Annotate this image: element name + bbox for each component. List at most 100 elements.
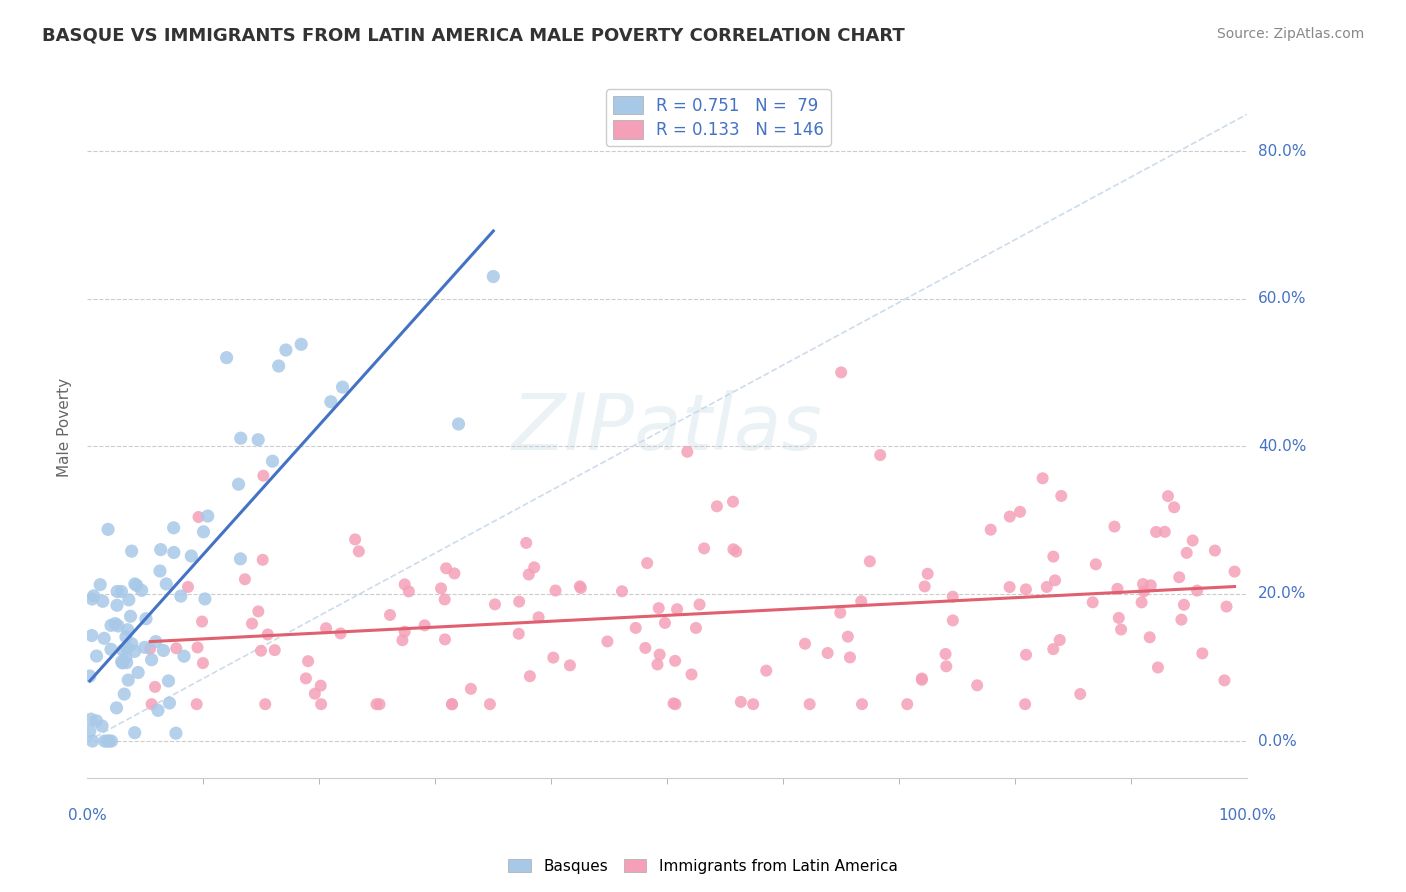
- Point: [1223, 565, 1246, 579]
- Point: [1133, 584, 1156, 599]
- Point: [267, 359, 290, 373]
- Point: [1163, 500, 1185, 515]
- Point: [664, 654, 686, 668]
- Point: [254, 697, 277, 711]
- Point: [558, 658, 581, 673]
- Point: [86, 648, 108, 663]
- Point: [869, 448, 891, 462]
- Point: [723, 542, 745, 557]
- Point: [911, 673, 934, 687]
- Point: [1147, 660, 1170, 674]
- Point: [706, 500, 728, 514]
- Point: [447, 417, 470, 431]
- Point: [152, 643, 174, 657]
- Point: [143, 680, 166, 694]
- Point: [193, 524, 215, 539]
- Point: [107, 619, 129, 633]
- Point: [998, 509, 1021, 524]
- Point: [89, 577, 111, 591]
- Y-axis label: Male Poverty: Male Poverty: [58, 378, 72, 477]
- Point: [636, 556, 658, 570]
- Point: [1015, 648, 1038, 662]
- Point: [159, 696, 181, 710]
- Point: [433, 592, 456, 607]
- Point: [146, 703, 169, 717]
- Text: 0.0%: 0.0%: [1258, 733, 1296, 748]
- Point: [725, 544, 748, 558]
- Point: [329, 626, 352, 640]
- Point: [135, 612, 157, 626]
- Point: [141, 697, 163, 711]
- Text: 0.0%: 0.0%: [67, 808, 107, 823]
- Point: [527, 610, 550, 624]
- Point: [134, 640, 156, 655]
- Point: [1042, 549, 1064, 564]
- Point: [647, 601, 669, 615]
- Point: [1050, 489, 1073, 503]
- Point: [1049, 632, 1071, 647]
- Point: [105, 584, 128, 599]
- Point: [114, 650, 136, 665]
- Point: [98, 734, 121, 748]
- Point: [398, 584, 420, 599]
- Point: [1130, 595, 1153, 609]
- Point: [194, 591, 217, 606]
- Point: [1043, 574, 1066, 588]
- Point: [966, 678, 988, 692]
- Point: [111, 656, 134, 670]
- Point: [163, 545, 186, 559]
- Point: [596, 634, 619, 648]
- Point: [252, 553, 274, 567]
- Point: [1213, 673, 1236, 688]
- Point: [1181, 533, 1204, 548]
- Point: [121, 544, 143, 558]
- Legend: R = 0.751   N =  79, R = 0.133   N = 146: R = 0.751 N = 79, R = 0.133 N = 146: [606, 89, 831, 145]
- Point: [111, 643, 134, 657]
- Point: [484, 598, 506, 612]
- Point: [519, 669, 541, 683]
- Point: [82, 592, 104, 607]
- Point: [250, 643, 273, 657]
- Point: [79, 669, 101, 683]
- Point: [508, 594, 530, 608]
- Legend: Basques, Immigrants from Latin America: Basques, Immigrants from Latin America: [502, 853, 904, 880]
- Point: [1139, 630, 1161, 644]
- Point: [998, 580, 1021, 594]
- Point: [228, 477, 250, 491]
- Point: [460, 681, 482, 696]
- Point: [229, 431, 252, 445]
- Point: [187, 510, 209, 524]
- Point: [97, 522, 120, 536]
- Point: [851, 697, 873, 711]
- Point: [256, 627, 278, 641]
- Point: [274, 343, 297, 357]
- Point: [110, 584, 132, 599]
- Point: [197, 509, 219, 524]
- Point: [830, 365, 852, 379]
- Point: [295, 672, 318, 686]
- Point: [839, 650, 862, 665]
- Point: [794, 637, 817, 651]
- Point: [837, 630, 859, 644]
- Point: [441, 697, 464, 711]
- Point: [610, 584, 633, 599]
- Point: [799, 697, 821, 711]
- Point: [935, 659, 957, 673]
- Point: [121, 637, 143, 651]
- Point: [100, 618, 122, 632]
- Point: [347, 544, 370, 558]
- Point: [229, 551, 252, 566]
- Point: [1204, 543, 1226, 558]
- Point: [568, 579, 591, 593]
- Text: 80.0%: 80.0%: [1258, 144, 1306, 159]
- Point: [634, 640, 657, 655]
- Point: [648, 648, 671, 662]
- Point: [120, 609, 142, 624]
- Point: [544, 583, 567, 598]
- Point: [149, 542, 172, 557]
- Point: [191, 656, 214, 670]
- Point: [693, 541, 716, 556]
- Point: [124, 577, 146, 591]
- Point: [1191, 646, 1213, 660]
- Text: 100.0%: 100.0%: [1218, 808, 1277, 823]
